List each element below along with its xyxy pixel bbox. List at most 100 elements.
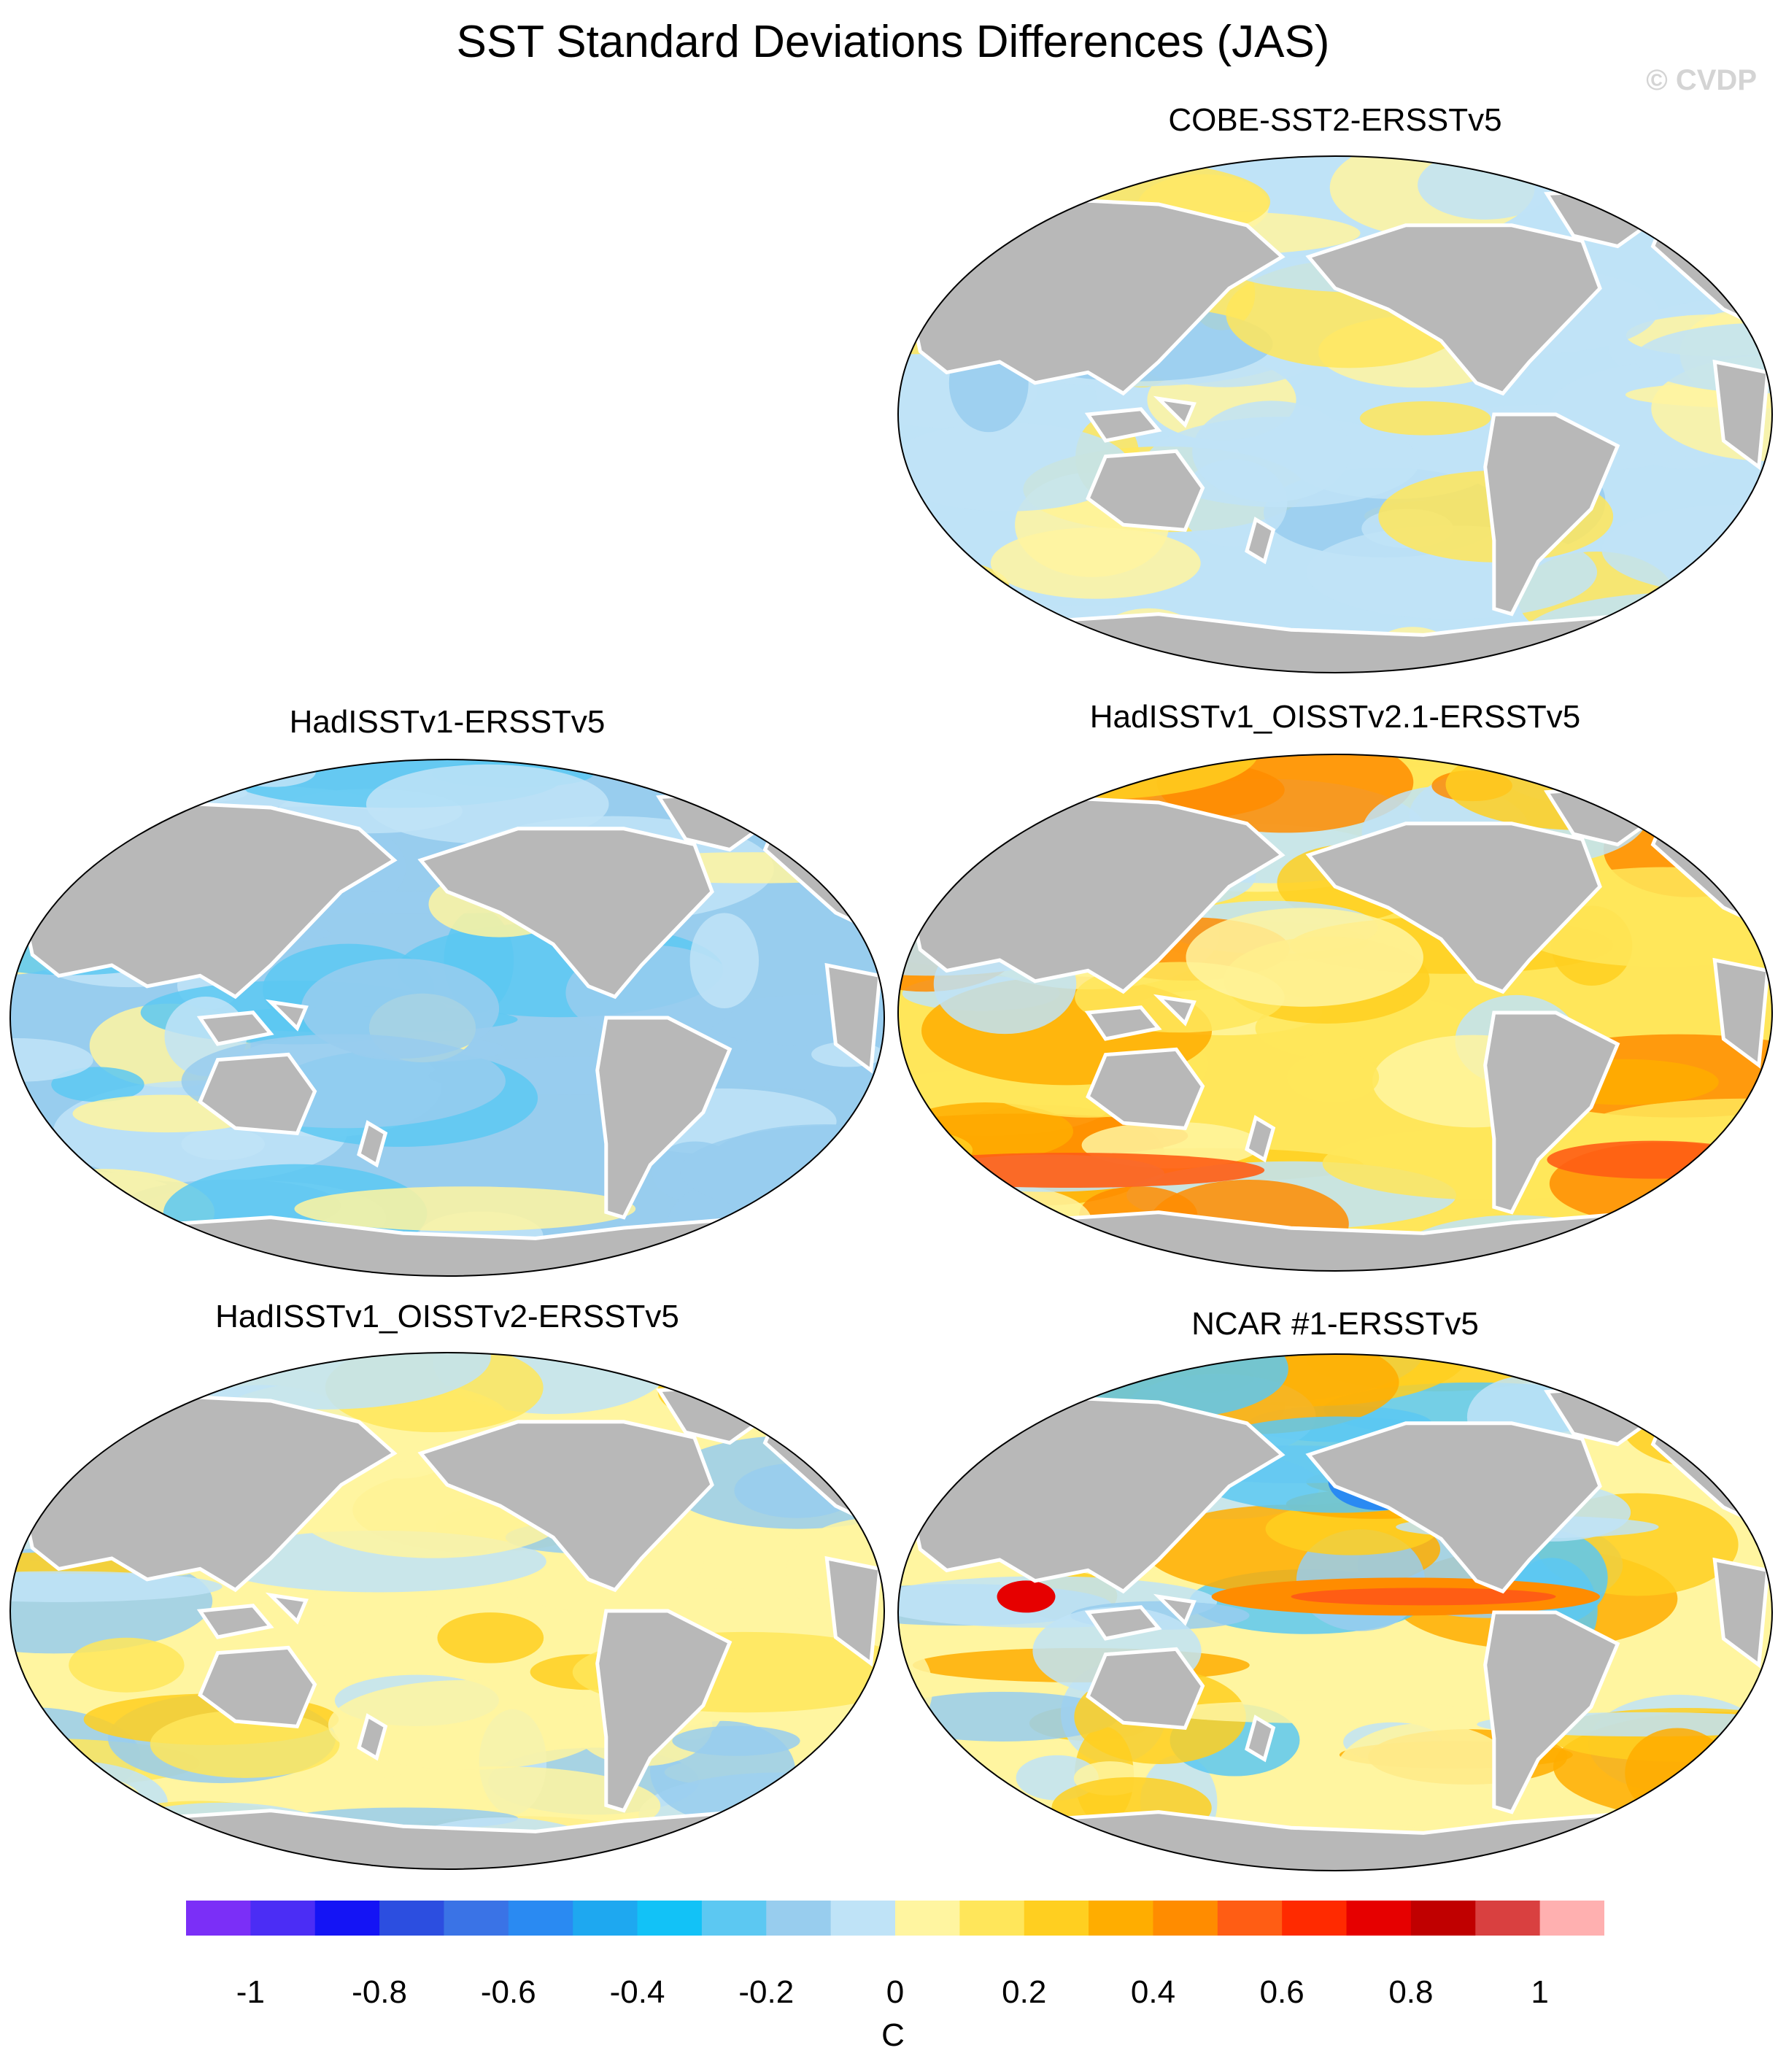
world-map [9, 1352, 885, 1870]
land-mass [265, 1592, 309, 1625]
land-mass [1153, 395, 1197, 428]
colorbar-tick: 1 [1531, 1974, 1549, 2010]
colorbar-tick: -1 [236, 1974, 265, 2010]
anomaly-patch [294, 1186, 636, 1232]
world-map [897, 1353, 1773, 1871]
anomaly-patch [898, 1852, 1096, 1871]
anomaly-patch [1192, 401, 1351, 503]
land-mass [1483, 1010, 1620, 1215]
land-mass [1483, 412, 1620, 616]
world-map [897, 754, 1773, 1272]
land-mass [1086, 449, 1205, 533]
world-map [897, 155, 1773, 673]
colorbar-swatch [314, 1901, 380, 1936]
anomaly-patch [898, 1153, 1265, 1188]
colorbar-tick: 0 [886, 1974, 905, 2010]
land-mass [1245, 517, 1276, 565]
colorbar-tick: 0.8 [1388, 1974, 1434, 2010]
anomaly-patch [10, 1571, 223, 1602]
anomaly-patch [942, 156, 1094, 214]
anomaly-patch [1528, 1238, 1666, 1271]
anomaly-patch [47, 1850, 254, 1869]
panel-title: HadISSTv1-ERSSTv5 [289, 704, 606, 740]
colorbar-tick: 0.2 [1002, 1974, 1047, 2010]
panel-title: COBE-SST2-ERSSTv5 [1168, 102, 1502, 138]
colorbar-swatch [895, 1901, 960, 1936]
land-mass [357, 1713, 388, 1761]
anomaly-patch [1287, 1052, 1380, 1103]
anomaly-patch [898, 630, 1075, 673]
anomaly-patch [903, 1184, 1092, 1259]
anomaly-patch [751, 1210, 830, 1267]
land-mass [1712, 359, 1770, 471]
anomaly-patch [25, 1227, 199, 1266]
anomaly-patch [301, 958, 500, 1059]
land-mass [1712, 957, 1770, 1069]
map-border [9, 759, 885, 1277]
land-mass [1305, 223, 1602, 396]
land-mass [1153, 1593, 1197, 1626]
land-mass [1245, 1715, 1276, 1763]
anomaly-patch [1161, 1700, 1475, 1723]
colorbar-swatch [1153, 1901, 1218, 1936]
anomaly-patch [69, 1637, 185, 1693]
map-border [897, 155, 1773, 673]
anomaly-patch [990, 527, 1201, 599]
map-panel-cobe: COBE-SST2-ERSSTv5 [894, 102, 1777, 679]
anomaly-patch [1655, 1810, 1772, 1843]
anomaly-patch [328, 1679, 608, 1770]
anomaly-patch [986, 754, 1094, 805]
anomaly-patch [1418, 156, 1553, 220]
anomaly-patch [1618, 1227, 1772, 1271]
land-mass [198, 1645, 317, 1729]
land-mass [198, 1052, 317, 1136]
panel-title: HadISSTv1_OISSTv2.1-ERSSTv5 [1089, 699, 1581, 735]
map-panel-hadisst-oisst2: HadISSTv1_OISSTv2-ERSSTv5 [6, 1299, 889, 1882]
colorbar-unit: C [881, 2017, 905, 2053]
land-mass [1084, 1605, 1162, 1641]
land-mass [417, 827, 714, 1000]
anomaly-patch [1334, 1723, 1518, 1828]
anomaly-patch [898, 1354, 1073, 1392]
anomaly-patch [109, 781, 248, 805]
colorbar-swatch [959, 1901, 1025, 1936]
colorbar-tick: -0.8 [352, 1974, 407, 2010]
anomaly-patch [681, 1353, 870, 1396]
colorbar-swatch [830, 1901, 896, 1936]
anomaly-patch [685, 1834, 809, 1869]
anomaly-patch [1572, 1224, 1693, 1271]
map-panel-ncar: NCAR #1-ERSSTv5 [894, 1306, 1777, 1890]
land-mass [417, 1420, 714, 1593]
land-mass [595, 1016, 732, 1220]
colorbar-swatch [573, 1901, 638, 1936]
colorbar-swatch [766, 1901, 832, 1936]
anomaly-patch [997, 1580, 1056, 1613]
figure-title: SST Standard Deviations Differences (JAS… [456, 17, 1330, 67]
anomaly-patch [672, 1725, 800, 1756]
land-mass [1305, 822, 1602, 994]
anomaly-patch [1291, 1588, 1556, 1606]
anomaly-patch [1186, 908, 1423, 1007]
anomaly-patch [10, 1038, 93, 1082]
land-mass [21, 800, 398, 1000]
land-mass [824, 1555, 882, 1667]
anomaly-patch [366, 764, 609, 844]
colorbar-swatch [1024, 1901, 1089, 1936]
anomaly-patch [181, 1128, 266, 1161]
land-mass [196, 1604, 274, 1639]
anomaly-patch [1359, 401, 1491, 436]
colorbar-tick: 0.4 [1130, 1974, 1176, 2010]
watermark: © CVDP [1646, 64, 1757, 96]
anomaly-patch [10, 795, 130, 835]
anomaly-patch [51, 1067, 144, 1102]
land-mass [1305, 1421, 1602, 1594]
land-mass [1153, 994, 1197, 1027]
map-border [897, 1353, 1773, 1871]
land-mass [196, 1010, 274, 1046]
colorbar-swatch [1217, 1901, 1283, 1936]
colorbar-swatch [1346, 1901, 1412, 1936]
anomaly-patch [566, 1850, 833, 1869]
anomaly-patch [703, 994, 884, 1047]
land-mass [824, 962, 882, 1074]
land-mass [1084, 1005, 1162, 1041]
